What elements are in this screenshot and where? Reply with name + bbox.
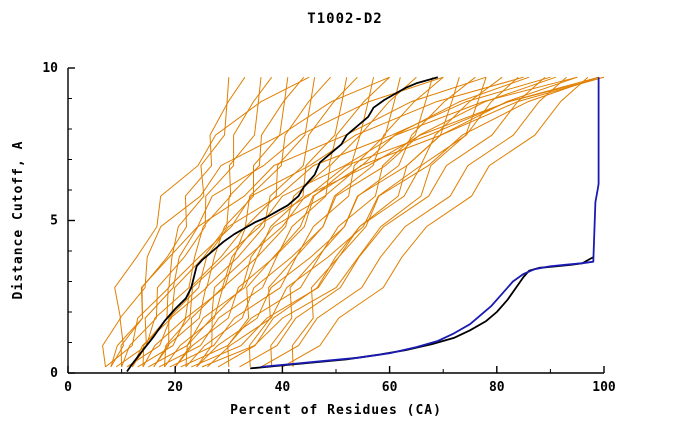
- ensemble-curve: [121, 76, 273, 368]
- ensemble-curve: [185, 76, 444, 368]
- ensemble-curve: [282, 76, 589, 368]
- x-tick-label: 100: [592, 380, 616, 395]
- y-tick-label: 10: [42, 61, 58, 76]
- ensemble-curve: [291, 76, 599, 367]
- plot-area: [102, 76, 605, 373]
- highlight-curve-model-blue: [260, 77, 600, 368]
- y-axis-label: Distance Cutoff, A: [11, 141, 26, 300]
- ensemble-curve: [148, 77, 348, 368]
- highlight-curve-model-black-upper: [126, 76, 439, 373]
- ensemble-curve: [110, 76, 246, 368]
- ensemble-curve: [153, 76, 358, 368]
- ensemble-curve: [153, 76, 551, 368]
- x-tick-label: 20: [167, 380, 183, 395]
- y-tick-label: 5: [50, 214, 58, 229]
- ensemble-curve: [169, 77, 401, 368]
- ensemble-curve: [270, 76, 578, 367]
- ensemble-curve: [126, 77, 289, 368]
- ensemble-curve: [142, 76, 331, 368]
- ensemble-curve: [239, 76, 546, 368]
- x-tick-label: 40: [275, 380, 291, 395]
- ensemble-curve: [207, 76, 503, 368]
- ensemble-curve: [102, 76, 310, 367]
- x-tick-label: 0: [64, 380, 72, 395]
- y-tick-label: 0: [50, 366, 58, 381]
- ensemble-curve: [115, 77, 262, 368]
- ensemble-curve: [131, 76, 487, 368]
- ensemble-curve: [196, 76, 605, 368]
- ensemble-curve: [174, 76, 599, 368]
- x-tick-label: 60: [382, 380, 398, 395]
- chart-title: T1002-D2: [307, 11, 382, 27]
- axes: 0 20 40 60 80 100 0 5 10: [42, 61, 616, 395]
- ensemble-curve: [185, 76, 605, 367]
- ensemble-curve: [174, 76, 417, 368]
- ensemble-curve: [131, 76, 305, 368]
- ensemble-curve: [201, 77, 487, 368]
- ensemble-curve: [110, 76, 390, 368]
- ensemble-curve: [227, 76, 530, 367]
- ensemble-curve: [164, 76, 578, 367]
- x-axis-label: Percent of Residues (CA): [230, 403, 442, 418]
- ensemble-curve: [248, 76, 556, 367]
- ensemble-curve: [260, 76, 567, 368]
- ensemble-curve: [217, 76, 519, 368]
- x-tick-label: 80: [489, 380, 505, 395]
